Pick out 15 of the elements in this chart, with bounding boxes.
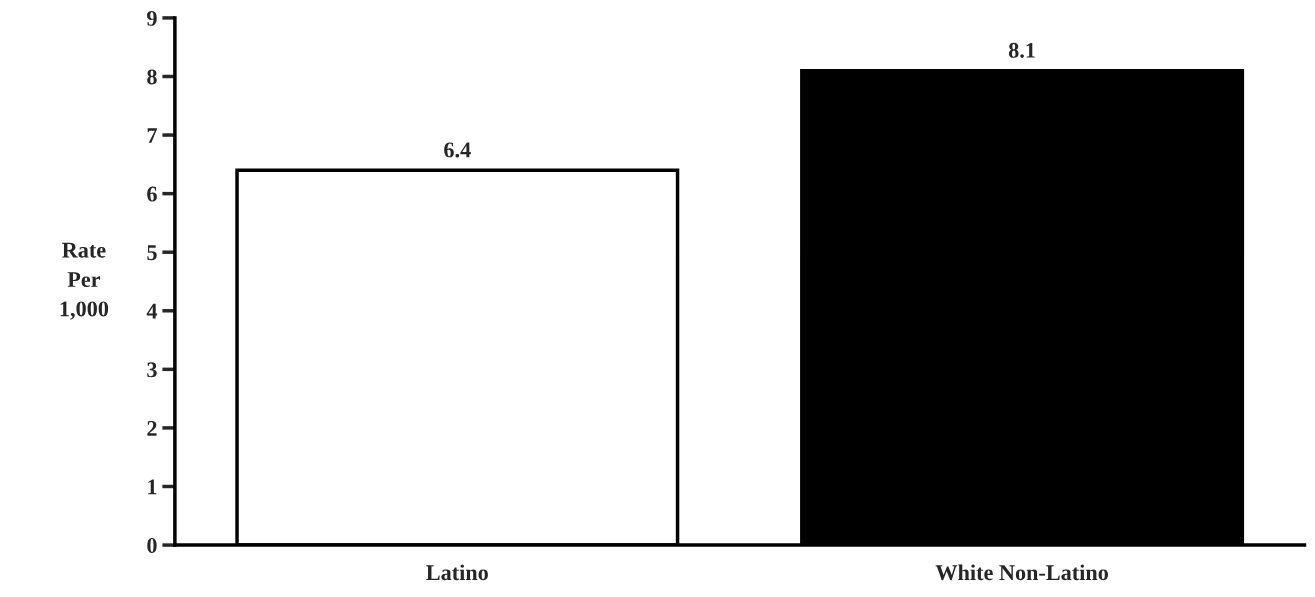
y-tick-label: 9 [147,10,157,26]
y-tick-label: 0 [147,537,157,553]
y-tick-label: 8 [147,69,157,85]
y-tick-label: 4 [146,303,158,319]
y-tick-label: 1 [148,479,157,495]
data-label: 8.1 [1008,42,1035,58]
y-tick-label: 7 [147,128,157,143]
x-tick-label: Latino [426,564,488,581]
data-label: 6.4 [444,142,471,158]
y-axis-title: Rate Per 1,000 [60,242,109,320]
y-tick-label: 2 [147,420,157,436]
y-tick-label: 5 [147,245,157,261]
y-tick-label: 6 [147,186,157,202]
y-tick-label: 3 [147,362,157,378]
x-tick-label: White Non-Latino [935,564,1108,581]
